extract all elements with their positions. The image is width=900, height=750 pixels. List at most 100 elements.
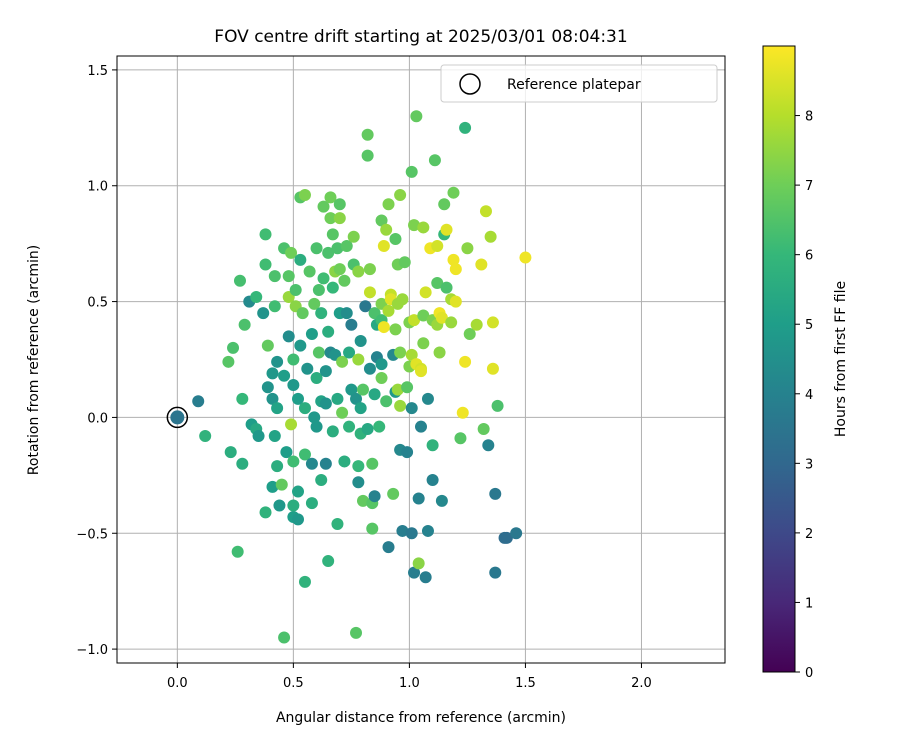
scatter-point [356, 383, 369, 396]
scatter-point [259, 258, 272, 271]
scatter-point [440, 223, 453, 236]
y-tick-label: 1.0 [87, 180, 108, 195]
scatter-point [491, 399, 504, 412]
y-tick-label: −1.0 [76, 643, 108, 658]
scatter-point [519, 251, 532, 264]
scatter-point [227, 341, 240, 354]
scatter-point [285, 418, 298, 431]
scatter-point [289, 283, 302, 296]
scatter-point [438, 198, 451, 211]
scatter-point [387, 487, 400, 500]
scatter-point [324, 191, 337, 204]
scatter-point [410, 110, 423, 123]
scatter-point [268, 429, 281, 442]
scatter-point [419, 571, 432, 584]
scatter-point [257, 307, 270, 320]
scatter-point [315, 473, 328, 486]
scatter-point [352, 265, 365, 278]
scatter-point [435, 494, 448, 507]
scatter-point [394, 399, 407, 412]
colorbar-tick-label: 8 [805, 110, 813, 125]
scatter-point [479, 205, 492, 218]
scatter-point [292, 392, 305, 405]
scatter-point [287, 455, 300, 468]
scatter-point [459, 121, 472, 134]
scatter-point [333, 198, 346, 211]
scatter-point [356, 494, 369, 507]
scatter-point [459, 355, 472, 368]
x-tick-label: 1.0 [399, 676, 420, 691]
scatter-point [486, 362, 499, 375]
scatter-point [428, 154, 441, 167]
scatter-point [375, 372, 388, 385]
scatter-point [454, 432, 467, 445]
scatter-point [336, 355, 349, 368]
scatter-point [305, 328, 318, 341]
scatter-point [285, 246, 298, 259]
scatter-point [280, 446, 293, 459]
scatter-point [389, 323, 402, 336]
scatter-point [382, 198, 395, 211]
scatter-point [199, 429, 212, 442]
colorbar-tick-label: 1 [805, 596, 813, 611]
scatter-point [408, 314, 421, 327]
y-tick-label: −0.5 [76, 527, 108, 542]
colorbar-tick-label: 5 [805, 318, 813, 333]
colorbar-tick-label: 7 [805, 179, 813, 194]
scatter-point [368, 490, 381, 503]
scatter-point [294, 253, 307, 266]
scatter-point [271, 355, 284, 368]
scatter-point [489, 487, 502, 500]
scatter-point [331, 517, 344, 530]
scatter-point [435, 311, 448, 324]
scatter-point [236, 457, 249, 470]
legend-marker-icon [459, 73, 481, 95]
scatter-point [361, 128, 374, 141]
scatter-point [278, 369, 291, 382]
scatter-point [352, 353, 365, 366]
scatter-point [415, 420, 427, 433]
scatter-point [317, 272, 330, 285]
scatter-point [486, 316, 499, 329]
scatter-point [475, 258, 488, 271]
scatter-point [412, 557, 425, 570]
scatter-point [391, 383, 404, 396]
scatter-point [401, 446, 414, 459]
scatter-point [296, 307, 309, 320]
scatter-point [363, 362, 376, 375]
scatter-point [375, 358, 388, 371]
colorbar-gradient [762, 45, 796, 673]
scatter-point [310, 420, 323, 433]
legend: Reference platepar [440, 64, 718, 103]
y-tick-label: 0.0 [87, 411, 108, 426]
scatter-point [394, 189, 407, 202]
scatter-point [482, 439, 495, 452]
scatter-point [259, 228, 272, 241]
scatter-point [312, 346, 325, 359]
scatter-point [352, 460, 365, 473]
x-tick-label: 2.0 [631, 676, 652, 691]
scatter-point [252, 429, 265, 442]
scatter-point [292, 485, 305, 498]
scatter-point [447, 186, 460, 199]
scatter-point [336, 406, 349, 419]
scatter-point [375, 214, 388, 227]
scatter-point [396, 524, 409, 537]
x-axis-ticks: 0.0 0.5 1.0 1.5 2.0 [167, 663, 652, 691]
scatter-point [408, 219, 421, 232]
scatter-point [333, 263, 346, 276]
scatter-point [282, 270, 295, 283]
scatter-point [417, 309, 430, 322]
scatter-point [301, 362, 314, 375]
scatter-point [250, 290, 263, 303]
scatter-point [361, 149, 374, 162]
scatter-point [401, 381, 414, 394]
y-axis-ticks: −1.0 −0.5 0.0 0.5 1.0 1.5 [76, 64, 117, 658]
scatter-point [389, 233, 402, 246]
scatter-point [500, 531, 513, 544]
scatter-point [380, 223, 393, 236]
scatter-point [222, 355, 235, 368]
scatter-point [354, 402, 367, 415]
scatter-point [440, 281, 453, 294]
scatter-point [419, 286, 432, 299]
